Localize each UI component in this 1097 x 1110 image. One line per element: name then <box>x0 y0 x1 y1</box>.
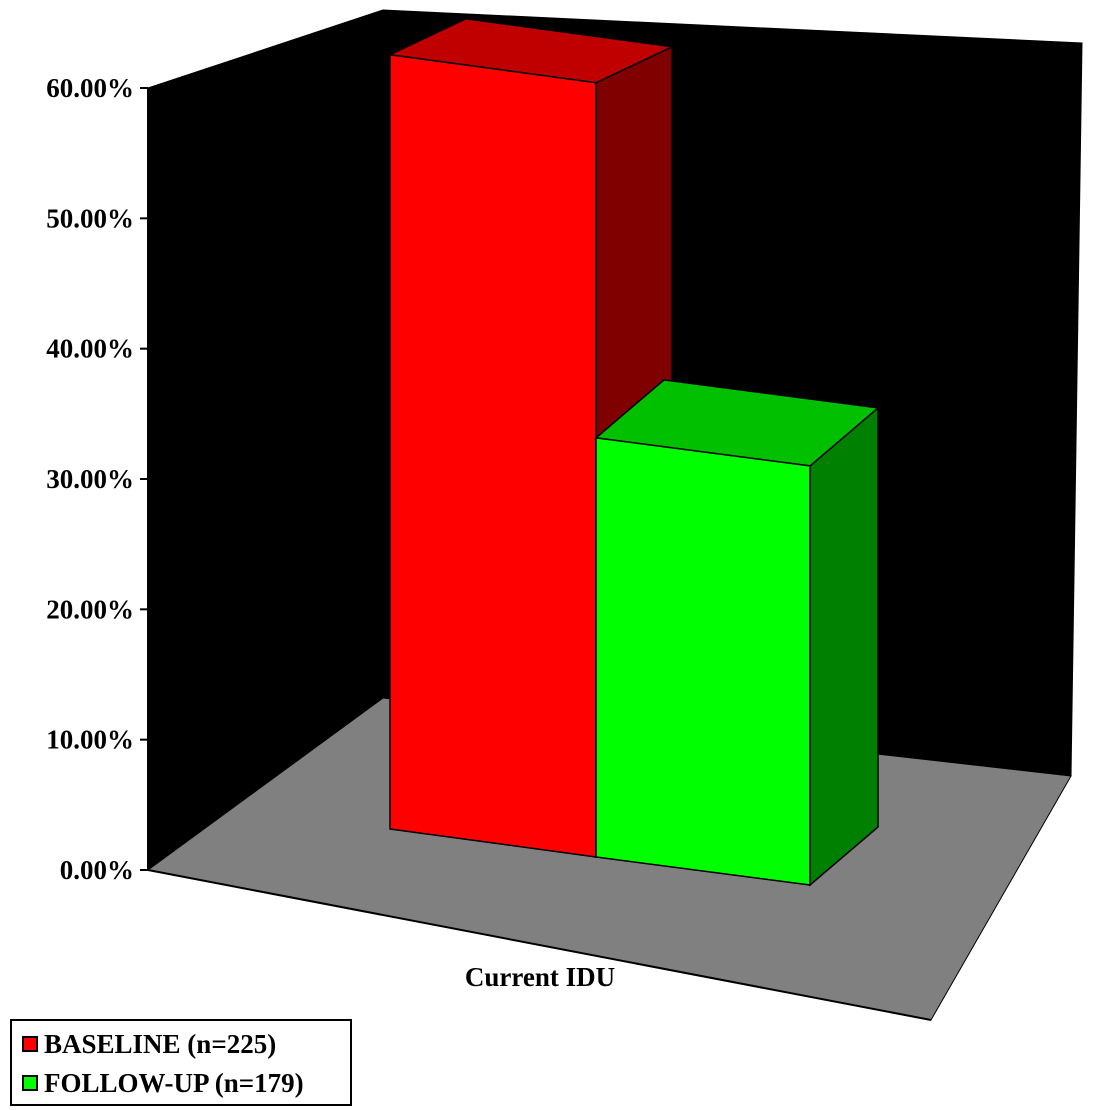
y-tick-label: 60.00% <box>46 73 134 103</box>
y-tick-label: 40.00% <box>46 334 134 364</box>
y-tick-label: 10.00% <box>46 725 134 755</box>
legend-label-follow-up: FOLLOW-UP (n=179) <box>44 1067 304 1098</box>
legend-swatch-follow-up <box>22 1075 38 1091</box>
bar-side-follow-up <box>809 406 879 887</box>
legend-item-baseline: BASELINE (n=225) <box>22 1029 276 1059</box>
legend-item-follow-up: FOLLOW-UP (n=179) <box>22 1068 304 1098</box>
y-tick-label: 0.00% <box>60 855 134 885</box>
legend-swatch-baseline <box>22 1036 38 1052</box>
y-tick-label: 50.00% <box>46 203 134 233</box>
y-tick-label: 30.00% <box>46 464 134 494</box>
y-tick-label: 20.00% <box>46 594 134 624</box>
x-axis-line <box>147 869 932 1021</box>
bar-baseline <box>389 53 597 858</box>
y-axis: 0.00% 10.00% 20.00% 30.00% 40.00% 50.00% 60.00… <box>46 73 149 885</box>
bars <box>387 17 880 887</box>
x-category-label: Current IDU <box>465 962 615 992</box>
legend-label-baseline: BASELINE (n=225) <box>44 1028 277 1059</box>
legend: BASELINE (n=225) FOLLOW-UP (n=179) <box>10 1019 352 1106</box>
x-axis: Current IDU <box>465 962 615 992</box>
bar-follow-up <box>595 437 811 886</box>
